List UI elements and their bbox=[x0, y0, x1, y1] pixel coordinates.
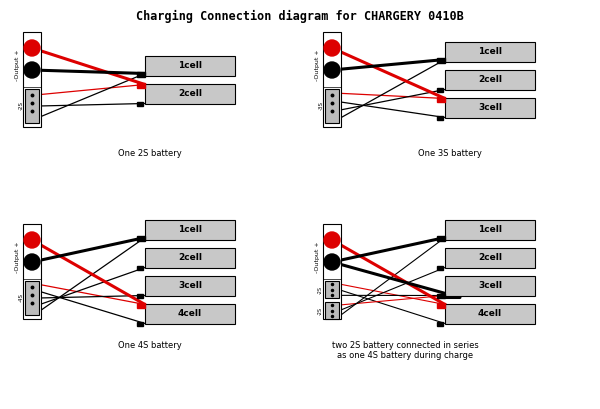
Text: 2cell: 2cell bbox=[478, 253, 502, 262]
Text: 3cell: 3cell bbox=[178, 281, 202, 290]
Text: 3cell: 3cell bbox=[478, 281, 502, 290]
Bar bbox=[137, 72, 145, 76]
Circle shape bbox=[24, 254, 40, 270]
Bar bbox=[325, 281, 339, 298]
Text: One 3S battery: One 3S battery bbox=[418, 149, 482, 158]
Text: 2cell: 2cell bbox=[178, 89, 202, 98]
Text: -Output +: -Output + bbox=[16, 241, 20, 273]
Text: 1cell: 1cell bbox=[178, 225, 202, 234]
Text: 2cell: 2cell bbox=[178, 253, 202, 262]
Text: 1cell: 1cell bbox=[478, 225, 502, 234]
Bar bbox=[145, 220, 235, 240]
Text: Charging Connection diagram for CHARGERY 0410B: Charging Connection diagram for CHARGERY… bbox=[136, 10, 464, 23]
Text: 1cell: 1cell bbox=[178, 61, 202, 70]
Bar bbox=[445, 220, 535, 240]
Text: 1cell: 1cell bbox=[478, 47, 502, 56]
Text: 4cell: 4cell bbox=[478, 309, 502, 318]
Bar bbox=[137, 265, 143, 270]
Bar bbox=[137, 83, 145, 88]
Text: -2S: -2S bbox=[19, 101, 23, 110]
Text: -4S: -4S bbox=[19, 294, 23, 303]
Bar bbox=[23, 224, 41, 319]
Bar bbox=[445, 70, 535, 90]
Text: -Output +: -Output + bbox=[316, 241, 320, 273]
Bar bbox=[323, 32, 341, 127]
Text: One 4S battery: One 4S battery bbox=[118, 341, 182, 350]
Circle shape bbox=[324, 232, 340, 248]
Bar bbox=[437, 97, 445, 101]
Text: 4cell: 4cell bbox=[178, 309, 202, 318]
Bar bbox=[437, 321, 443, 326]
Bar bbox=[445, 276, 535, 295]
Bar bbox=[137, 294, 143, 297]
Bar bbox=[25, 281, 39, 315]
Bar bbox=[23, 32, 41, 127]
Circle shape bbox=[24, 232, 40, 248]
Bar bbox=[145, 56, 235, 76]
Bar bbox=[437, 88, 443, 92]
Bar bbox=[325, 89, 339, 123]
Text: -3S: -3S bbox=[319, 101, 323, 110]
Bar bbox=[437, 236, 445, 240]
Text: 2cell: 2cell bbox=[478, 75, 502, 84]
Bar bbox=[137, 321, 143, 326]
Text: -Output +: -Output + bbox=[316, 49, 320, 81]
Text: -2S: -2S bbox=[317, 307, 323, 315]
Bar bbox=[145, 83, 235, 103]
Text: One 2S battery: One 2S battery bbox=[118, 149, 182, 158]
Bar bbox=[445, 97, 535, 117]
Bar bbox=[325, 302, 339, 319]
Circle shape bbox=[24, 40, 40, 56]
Bar bbox=[445, 41, 535, 61]
Text: -2S: -2S bbox=[317, 285, 323, 294]
Bar bbox=[437, 294, 445, 297]
Bar bbox=[437, 303, 445, 308]
Bar bbox=[145, 276, 235, 295]
Bar bbox=[145, 247, 235, 267]
Bar bbox=[25, 89, 39, 123]
Bar bbox=[445, 247, 535, 267]
Bar bbox=[137, 101, 143, 106]
Bar bbox=[137, 303, 145, 308]
Circle shape bbox=[324, 62, 340, 78]
Circle shape bbox=[24, 62, 40, 78]
Bar bbox=[437, 115, 443, 119]
Circle shape bbox=[324, 40, 340, 56]
Text: two 2S battery connected in series
as one 4S battery during charge: two 2S battery connected in series as on… bbox=[332, 341, 478, 360]
Bar bbox=[323, 224, 341, 319]
Bar bbox=[437, 265, 443, 270]
Bar bbox=[145, 303, 235, 324]
Text: 3cell: 3cell bbox=[478, 103, 502, 112]
Circle shape bbox=[324, 254, 340, 270]
Text: -Output +: -Output + bbox=[16, 49, 20, 81]
Bar bbox=[445, 303, 535, 324]
Bar bbox=[137, 236, 145, 240]
Bar bbox=[437, 58, 445, 63]
